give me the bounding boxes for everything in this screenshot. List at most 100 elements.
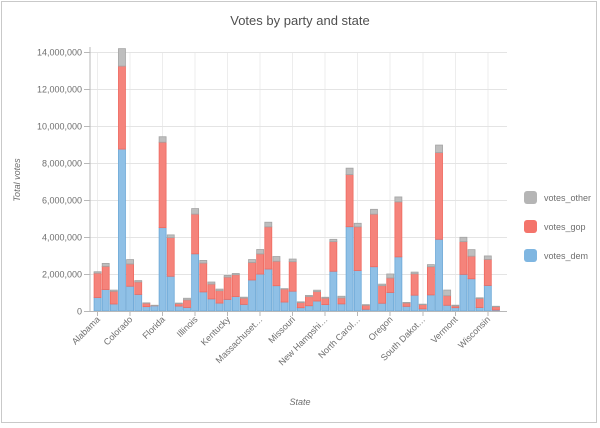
bar-segment-votes_dem[interactable]	[378, 302, 387, 312]
bar-segment-votes_dem[interactable]	[215, 302, 224, 312]
bar-segment-votes_other[interactable]	[118, 48, 126, 67]
bar-segment-votes_other[interactable]	[223, 275, 232, 278]
bar-segment-votes_other[interactable]	[361, 304, 370, 306]
bar-segment-votes_other[interactable]	[483, 255, 492, 260]
bar-segment-votes_dem[interactable]	[118, 148, 126, 312]
bar-segment-votes_other[interactable]	[345, 167, 354, 175]
bar-segment-votes_dem[interactable]	[467, 278, 476, 312]
bar-segment-votes_other[interactable]	[264, 221, 273, 228]
bar-segment-votes_gop[interactable]	[158, 141, 167, 229]
legend-item-votes_gop[interactable]: votes_gop	[524, 220, 591, 233]
bar-segment-votes_gop[interactable]	[394, 201, 403, 258]
bar-segment-votes_other[interactable]	[158, 136, 167, 143]
bar-segment-votes_dem[interactable]	[158, 227, 167, 312]
bar-segment-votes_gop[interactable]	[280, 288, 289, 303]
bar-segment-votes_gop[interactable]	[134, 281, 143, 295]
bar-segment-votes_dem[interactable]	[109, 303, 118, 312]
bar-segment-votes_other[interactable]	[126, 259, 134, 265]
bar-segment-votes_gop[interactable]	[361, 304, 370, 310]
bar-segment-votes_gop[interactable]	[370, 213, 378, 268]
bar-segment-votes_dem[interactable]	[386, 292, 395, 312]
bar-segment-votes_other[interactable]	[435, 144, 443, 153]
bar-segment-votes_gop[interactable]	[101, 265, 110, 290]
bar-segment-votes_other[interactable]	[215, 288, 224, 292]
legend-item-votes_other[interactable]: votes_other	[524, 191, 591, 204]
bar-segment-votes_gop[interactable]	[483, 259, 492, 286]
bar-segment-votes_dem[interactable]	[435, 238, 443, 312]
bar-segment-votes_gop[interactable]	[467, 255, 476, 280]
bar-segment-votes_other[interactable]	[386, 273, 395, 279]
bar-segment-votes_gop[interactable]	[191, 213, 200, 255]
bar-segment-votes_dem[interactable]	[288, 290, 297, 312]
bar-segment-votes_other[interactable]	[288, 258, 297, 263]
bar-segment-votes_gop[interactable]	[215, 290, 224, 304]
bar-segment-votes_other[interactable]	[321, 296, 330, 299]
bar-segment-votes_other[interactable]	[443, 289, 452, 297]
bar-segment-votes_dem[interactable]	[296, 307, 305, 312]
bar-segment-votes_other[interactable]	[451, 304, 460, 307]
bar-segment-votes_other[interactable]	[426, 264, 435, 268]
bar-segment-votes_dem[interactable]	[199, 291, 208, 312]
bar-segment-votes_dem[interactable]	[475, 307, 484, 312]
bar-segment-votes_gop[interactable]	[337, 297, 346, 305]
legend-item-votes_dem[interactable]: votes_dem	[524, 249, 591, 262]
bar-segment-votes_dem[interactable]	[337, 303, 346, 312]
bar-segment-votes_gop[interactable]	[353, 226, 362, 271]
bar-segment-votes_dem[interactable]	[313, 300, 321, 312]
bar-segment-votes_gop[interactable]	[418, 304, 427, 310]
bar-segment-votes_other[interactable]	[402, 302, 411, 304]
bar-segment-votes_dem[interactable]	[207, 298, 216, 312]
bar-segment-votes_dem[interactable]	[353, 270, 362, 312]
bar-segment-votes_dem[interactable]	[370, 266, 378, 312]
bar-segment-votes_dem[interactable]	[394, 256, 403, 312]
bar-segment-votes_other[interactable]	[109, 289, 118, 292]
bar-segment-votes_other[interactable]	[240, 296, 248, 299]
bar-segment-votes_gop[interactable]	[410, 273, 419, 296]
bar-segment-votes_gop[interactable]	[402, 302, 411, 307]
bar-segment-votes_dem[interactable]	[280, 301, 289, 312]
bar-segment-votes_dem[interactable]	[483, 285, 492, 312]
bar-segment-votes_other[interactable]	[353, 222, 362, 228]
bar-segment-votes_dem[interactable]	[329, 270, 338, 312]
bar-segment-votes_gop[interactable]	[345, 174, 354, 228]
bar-segment-votes_gop[interactable]	[126, 263, 134, 287]
bar-segment-votes_dem[interactable]	[264, 268, 273, 312]
bar-segment-votes_gop[interactable]	[475, 298, 484, 308]
bar-segment-votes_other[interactable]	[183, 297, 191, 301]
bar-segment-votes_gop[interactable]	[492, 306, 500, 311]
bar-segment-votes_dem[interactable]	[191, 253, 200, 312]
bar-segment-votes_dem[interactable]	[223, 298, 232, 312]
bar-segment-votes_other[interactable]	[191, 208, 200, 215]
bar-segment-votes_other[interactable]	[329, 238, 338, 243]
bar-segment-votes_dem[interactable]	[305, 305, 313, 312]
bar-segment-votes_other[interactable]	[305, 294, 313, 297]
bar-segment-votes_gop[interactable]	[207, 283, 216, 300]
bar-segment-votes_gop[interactable]	[199, 262, 208, 293]
bar-segment-votes_dem[interactable]	[272, 285, 281, 312]
bar-segment-votes_gop[interactable]	[240, 297, 248, 305]
bar-segment-votes_other[interactable]	[378, 283, 387, 287]
bar-segment-votes_dem[interactable]	[248, 279, 256, 312]
bar-segment-votes_gop[interactable]	[305, 296, 313, 307]
bar-segment-votes_gop[interactable]	[296, 302, 305, 309]
bar-segment-votes_dem[interactable]	[240, 303, 248, 312]
bar-segment-votes_gop[interactable]	[426, 266, 435, 296]
bar-segment-votes_dem[interactable]	[93, 297, 102, 312]
bar-segment-votes_gop[interactable]	[256, 253, 265, 275]
bar-segment-votes_gop[interactable]	[223, 276, 232, 300]
bar-segment-votes_other[interactable]	[248, 259, 256, 263]
bar-segment-votes_other[interactable]	[370, 208, 378, 215]
bar-segment-votes_dem[interactable]	[410, 294, 419, 312]
bar-segment-votes_dem[interactable]	[459, 273, 468, 312]
bar-segment-votes_dem[interactable]	[150, 305, 159, 312]
bar-segment-votes_dem[interactable]	[134, 293, 143, 312]
bar-segment-votes_gop[interactable]	[329, 241, 338, 272]
bar-segment-votes_other[interactable]	[459, 236, 468, 243]
bar-segment-votes_other[interactable]	[256, 249, 265, 255]
bar-segment-votes_other[interactable]	[337, 295, 346, 299]
bar-segment-votes_dem[interactable]	[142, 306, 151, 312]
bar-segment-votes_other[interactable]	[93, 271, 102, 274]
bar-segment-votes_gop[interactable]	[231, 274, 240, 297]
bar-segment-votes_dem[interactable]	[231, 296, 240, 312]
bar-segment-votes_gop[interactable]	[93, 272, 102, 298]
